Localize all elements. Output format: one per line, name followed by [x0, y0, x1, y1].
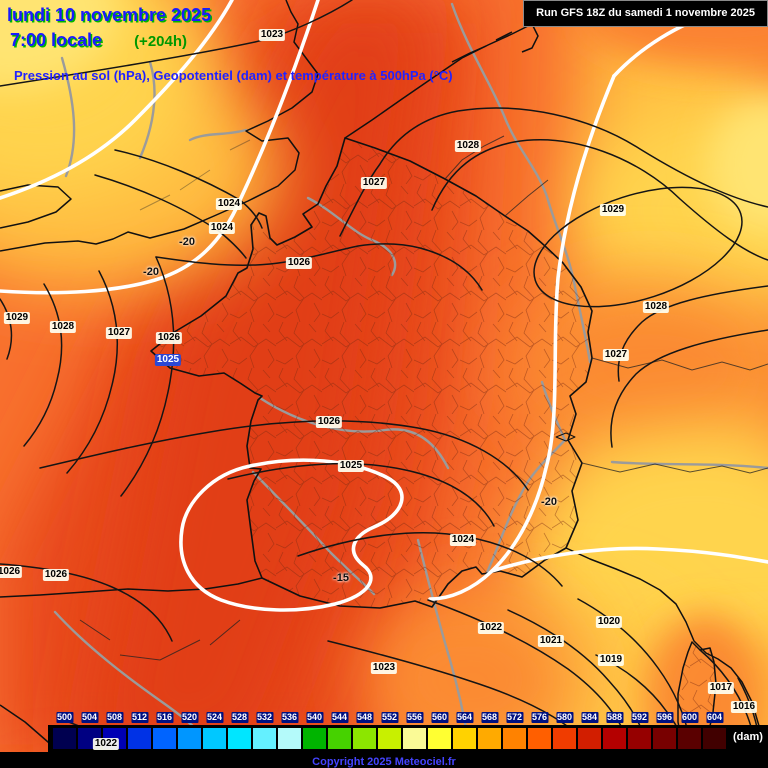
scale-swatch	[702, 727, 727, 750]
scale-value: 604	[705, 712, 724, 723]
scale-value: 548	[355, 712, 374, 723]
scale-swatch	[577, 727, 602, 750]
scale-swatch	[302, 727, 327, 750]
forecast-date: lundi 10 novembre 2025	[7, 5, 212, 25]
scale-value: 592	[630, 712, 649, 723]
scale-value: 580	[555, 712, 574, 723]
forecast-time: 7:00 locale (+204h)	[10, 30, 187, 51]
scale-value: 524	[205, 712, 224, 723]
scale-swatch	[377, 727, 402, 750]
scale-unit: (dam)	[733, 731, 763, 743]
scale-value: 532	[255, 712, 274, 723]
scale-value: 500	[55, 712, 74, 723]
scale-swatch	[527, 727, 552, 750]
scale-value: 584	[580, 712, 599, 723]
scale-swatch	[252, 727, 277, 750]
scale-value: 568	[480, 712, 499, 723]
scale-swatch	[427, 727, 452, 750]
local-time: 7:00 locale	[10, 30, 103, 50]
scale-value: 596	[655, 712, 674, 723]
scale-value: 556	[405, 712, 424, 723]
scale-swatch	[552, 727, 577, 750]
scale-swatch	[477, 727, 502, 750]
forecast-offset: (+204h)	[134, 33, 188, 50]
scale-value: 504	[80, 712, 99, 723]
scale-value: 560	[430, 712, 449, 723]
scale-swatch	[327, 727, 352, 750]
scale-swatch	[127, 727, 152, 750]
scale-swatch	[402, 727, 427, 750]
scale-value: 528	[230, 712, 249, 723]
map-subtitle: Pression au sol (hPa), Geopotentiel (dam…	[14, 68, 453, 83]
scale-value: 576	[530, 712, 549, 723]
scale-swatch	[627, 727, 652, 750]
scale-value: 536	[280, 712, 299, 723]
scale-swatch	[77, 727, 102, 750]
scale-value: 552	[380, 712, 399, 723]
scale-swatch	[227, 727, 252, 750]
scale-value: 588	[605, 712, 624, 723]
scale-value: 512	[130, 712, 149, 723]
scale-swatch	[677, 727, 702, 750]
scale-swatch	[502, 727, 527, 750]
country-borders	[79, 135, 768, 661]
scale-swatch	[202, 727, 227, 750]
scale-value: 516	[155, 712, 174, 723]
scale-swatch	[277, 727, 302, 750]
scale-swatch	[177, 727, 202, 750]
scale-swatch	[452, 727, 477, 750]
isotherms	[0, 0, 768, 612]
footer-bar: Copyright 2025 Meteociel.fr	[0, 752, 768, 768]
scale-swatch	[652, 727, 677, 750]
scale-value: 520	[180, 712, 199, 723]
scale-swatch	[152, 727, 177, 750]
scale-value: 544	[330, 712, 349, 723]
scale-swatch	[352, 727, 377, 750]
copyright-text: Copyright 2025 Meteociel.fr	[312, 756, 456, 768]
run-info: Run GFS 18Z du samedi 1 novembre 2025	[523, 0, 768, 27]
scale-value: 508	[105, 712, 124, 723]
scale-value: 540	[305, 712, 324, 723]
scale-swatches	[52, 727, 727, 750]
scale-swatch	[602, 727, 627, 750]
scale-swatch	[102, 727, 127, 750]
scale-value: 564	[455, 712, 474, 723]
scale-swatch	[52, 727, 77, 750]
scale-value: 572	[505, 712, 524, 723]
scale-value: 600	[680, 712, 699, 723]
